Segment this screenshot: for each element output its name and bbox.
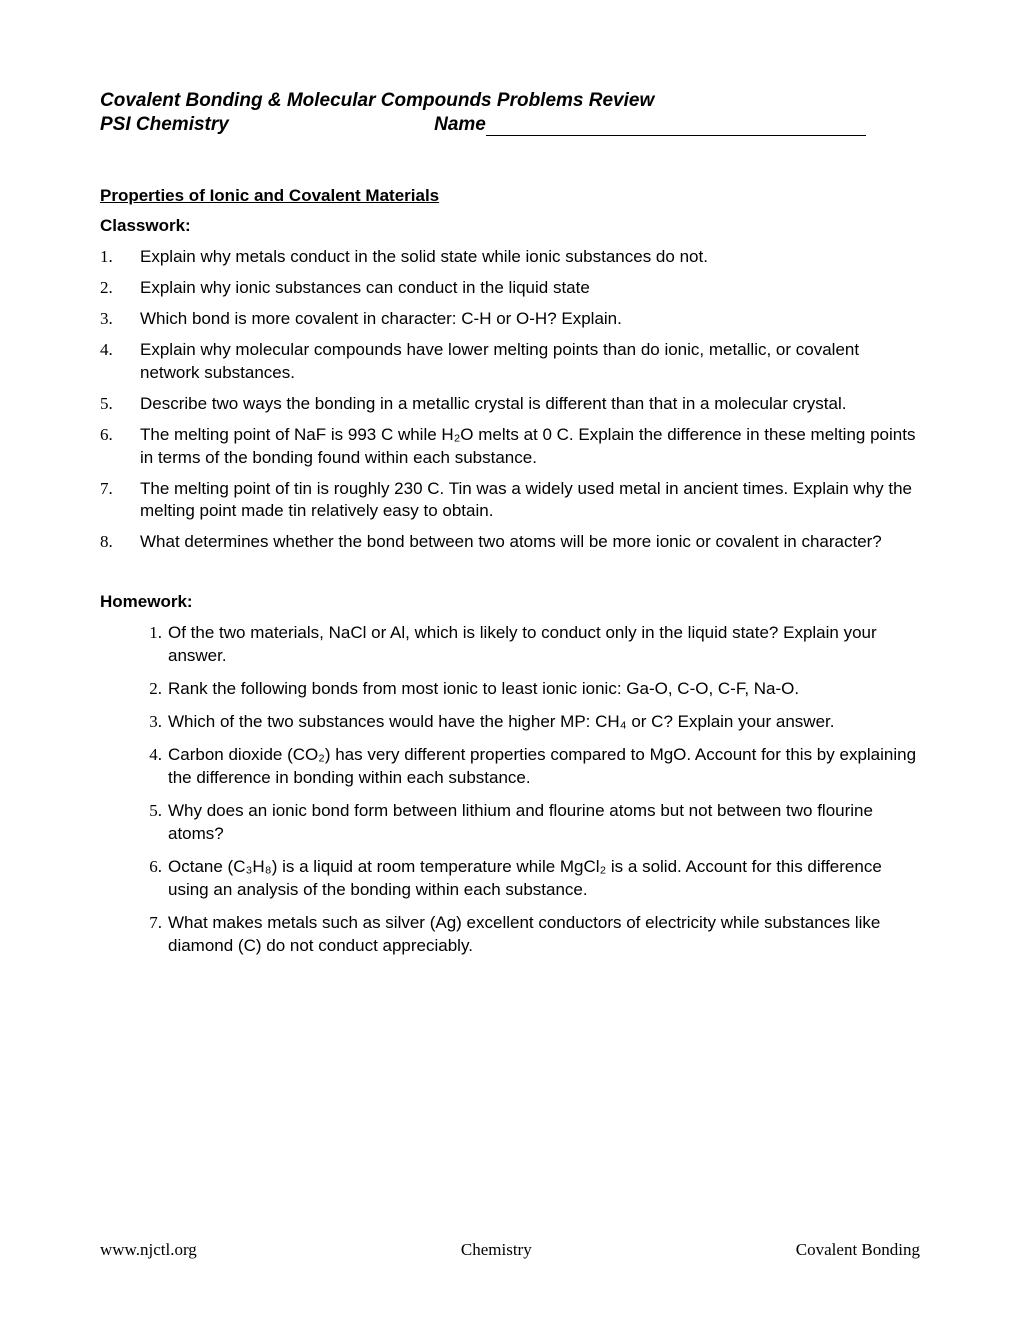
list-item: 5. Why does an ionic bond form between li… — [140, 800, 920, 846]
item-text: Octane (C₃H₈) is a liquid at room temper… — [168, 856, 920, 902]
item-text: Explain why ionic substances can conduct… — [140, 277, 920, 300]
item-text: What determines whether the bond between… — [140, 531, 920, 554]
list-item: 1. Of the two materials, NaCl or Al, whic… — [140, 622, 920, 668]
item-text: Which bond is more covalent in character… — [140, 308, 920, 331]
item-text: Carbon dioxide (CO₂) has very different … — [168, 744, 920, 790]
list-item: 4.Explain why molecular compounds have l… — [100, 339, 920, 385]
item-text: What makes metals such as silver (Ag) ex… — [168, 912, 920, 958]
list-item: 7. What makes metals such as silver (Ag) … — [140, 912, 920, 958]
list-item: 4. Carbon dioxide (CO₂) has very differen… — [140, 744, 920, 790]
list-item: 3. Which of the two substances would have… — [140, 711, 920, 734]
document-title: Covalent Bonding & Molecular Compounds P… — [100, 90, 920, 112]
page-footer: www.njctl.org Chemistry Covalent Bonding — [100, 1240, 920, 1260]
item-number: 7. — [100, 478, 140, 501]
footer-right: Covalent Bonding — [796, 1240, 920, 1260]
item-number: 1. — [100, 246, 140, 269]
item-number: 3. — [140, 711, 162, 734]
name-blank-line — [486, 135, 866, 136]
list-item: 5.Describe two ways the bonding in a met… — [100, 393, 920, 416]
item-text: The melting point of tin is roughly 230 … — [140, 478, 920, 524]
item-number: 7. — [140, 912, 162, 935]
item-text: Describe two ways the bonding in a metal… — [140, 393, 920, 416]
item-number: 2. — [140, 678, 162, 701]
classwork-list: 1.Explain why metals conduct in the soli… — [100, 246, 920, 554]
course-label: PSI Chemistry — [100, 114, 229, 136]
item-number: 6. — [100, 424, 140, 447]
classwork-label: Classwork: — [100, 216, 920, 236]
item-number: 1. — [140, 622, 162, 645]
item-number: 5. — [140, 800, 162, 823]
list-item: 6. Octane (C₃H₈) is a liquid at room temp… — [140, 856, 920, 902]
homework-list: 1. Of the two materials, NaCl or Al, whic… — [100, 622, 920, 957]
item-number: 4. — [100, 339, 140, 362]
item-number: 5. — [100, 393, 140, 416]
list-item: 2. Rank the following bonds from most ion… — [140, 678, 920, 701]
item-text: Explain why metals conduct in the solid … — [140, 246, 920, 269]
item-text: Which of the two substances would have t… — [168, 711, 920, 734]
item-number: 3. — [100, 308, 140, 331]
list-item: 2.Explain why ionic substances can condu… — [100, 277, 920, 300]
section-title: Properties of Ionic and Covalent Materia… — [100, 186, 920, 206]
list-item: 3.Which bond is more covalent in charact… — [100, 308, 920, 331]
page-container: Covalent Bonding & Molecular Compounds P… — [0, 0, 1020, 1320]
item-text: Why does an ionic bond form between lith… — [168, 800, 920, 846]
item-number: 8. — [100, 531, 140, 554]
item-text: Rank the following bonds from most ionic… — [168, 678, 920, 701]
header-line-2: PSI Chemistry Name — [100, 114, 920, 136]
item-number: 6. — [140, 856, 162, 879]
item-number: 2. — [100, 277, 140, 300]
list-item: 8.What determines whether the bond betwe… — [100, 531, 920, 554]
list-item: 6.The melting point of NaF is 993 C whil… — [100, 424, 920, 470]
item-text: Explain why molecular compounds have low… — [140, 339, 920, 385]
name-field-label: Name — [434, 114, 866, 136]
name-label-text: Name — [434, 114, 486, 135]
list-item: 7.The melting point of tin is roughly 23… — [100, 478, 920, 524]
item-number: 4. — [140, 744, 162, 767]
item-text: Of the two materials, NaCl or Al, which … — [168, 622, 920, 668]
footer-left: www.njctl.org — [100, 1240, 197, 1260]
homework-label: Homework: — [100, 592, 920, 612]
item-text: The melting point of NaF is 993 C while … — [140, 424, 920, 470]
footer-center: Chemistry — [461, 1240, 532, 1260]
list-item: 1.Explain why metals conduct in the soli… — [100, 246, 920, 269]
